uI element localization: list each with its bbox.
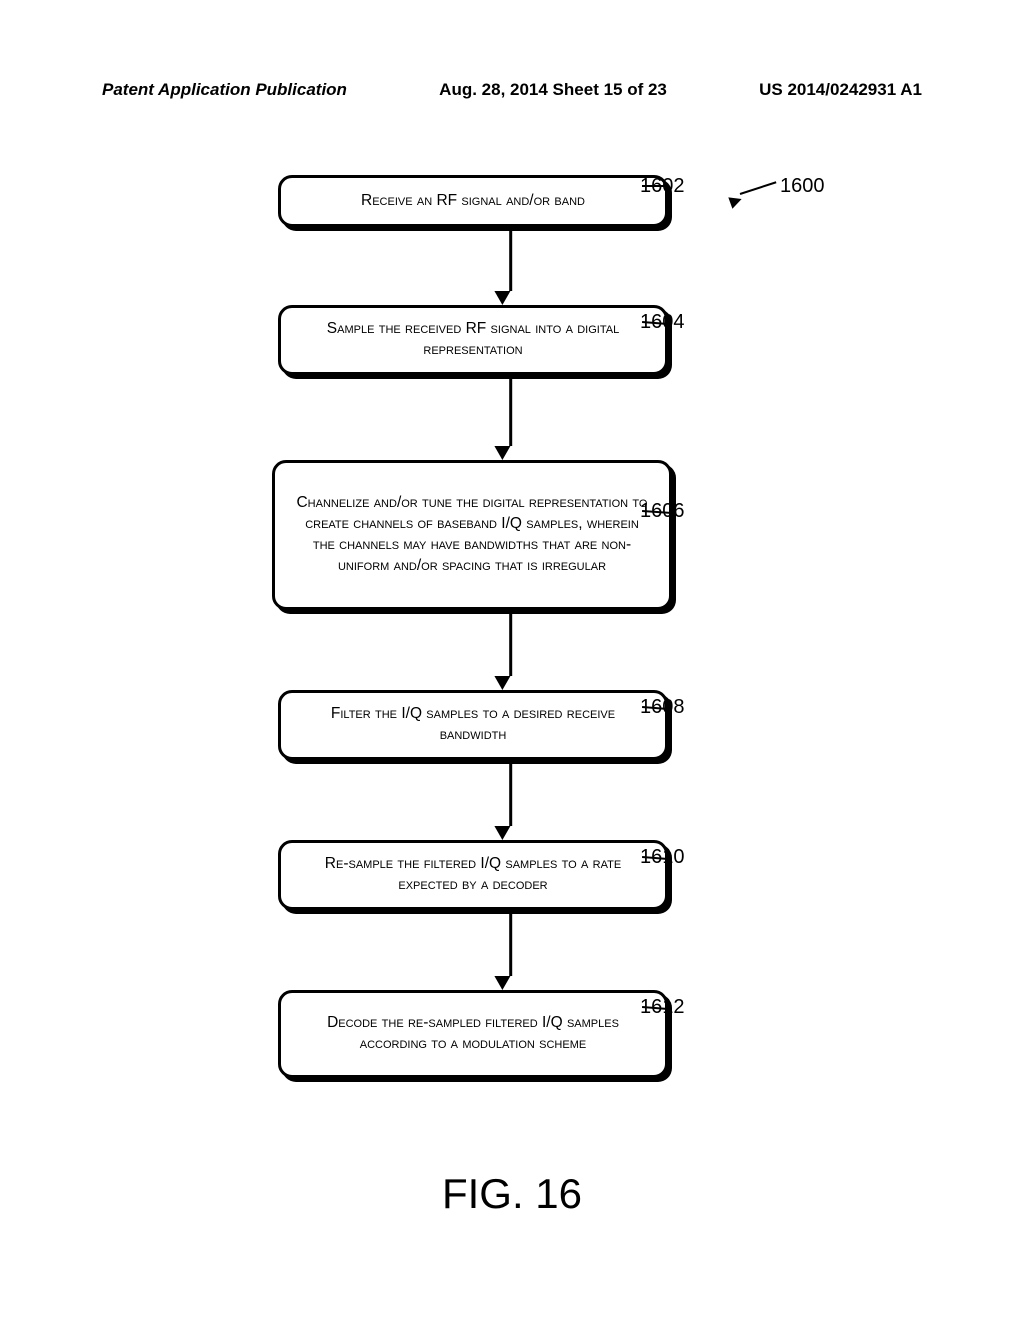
flow-node-box: Sample the received RF signal into a dig… [278,305,668,375]
flow-node: Sample the received RF signal into a dig… [512,305,902,375]
flow-node-box: Channelize and/or tune the digital repre… [272,460,672,610]
page-header: Patent Application Publication Aug. 28, … [0,80,1024,100]
flow-node: Decode the re-sampled filtered I/Q sampl… [512,990,902,1078]
flow-node: Re-sample the filtered I/Q samples to a … [512,840,902,910]
figure-caption: FIG. 16 [442,1170,582,1218]
flow-node-box: Decode the re-sampled filtered I/Q sampl… [278,990,668,1078]
header-left: Patent Application Publication [102,80,347,100]
leader-line [642,185,668,187]
flow-node: Channelize and/or tune the digital repre… [512,460,912,610]
header-mid: Aug. 28, 2014 Sheet 15 of 23 [439,80,667,100]
flow-node-box: Re-sample the filtered I/Q samples to a … [278,840,668,910]
diagram-ref-number: 1600 [780,175,825,198]
flow-node-box: Filter the I/Q samples to a desired rece… [278,690,668,760]
flow-node: Filter the I/Q samples to a desired rece… [512,690,902,760]
header-right: US 2014/0242931 A1 [759,80,922,100]
flow-node: Receive an RF signal and/or band [512,175,902,227]
flow-node-box: Receive an RF signal and/or band [278,175,668,227]
